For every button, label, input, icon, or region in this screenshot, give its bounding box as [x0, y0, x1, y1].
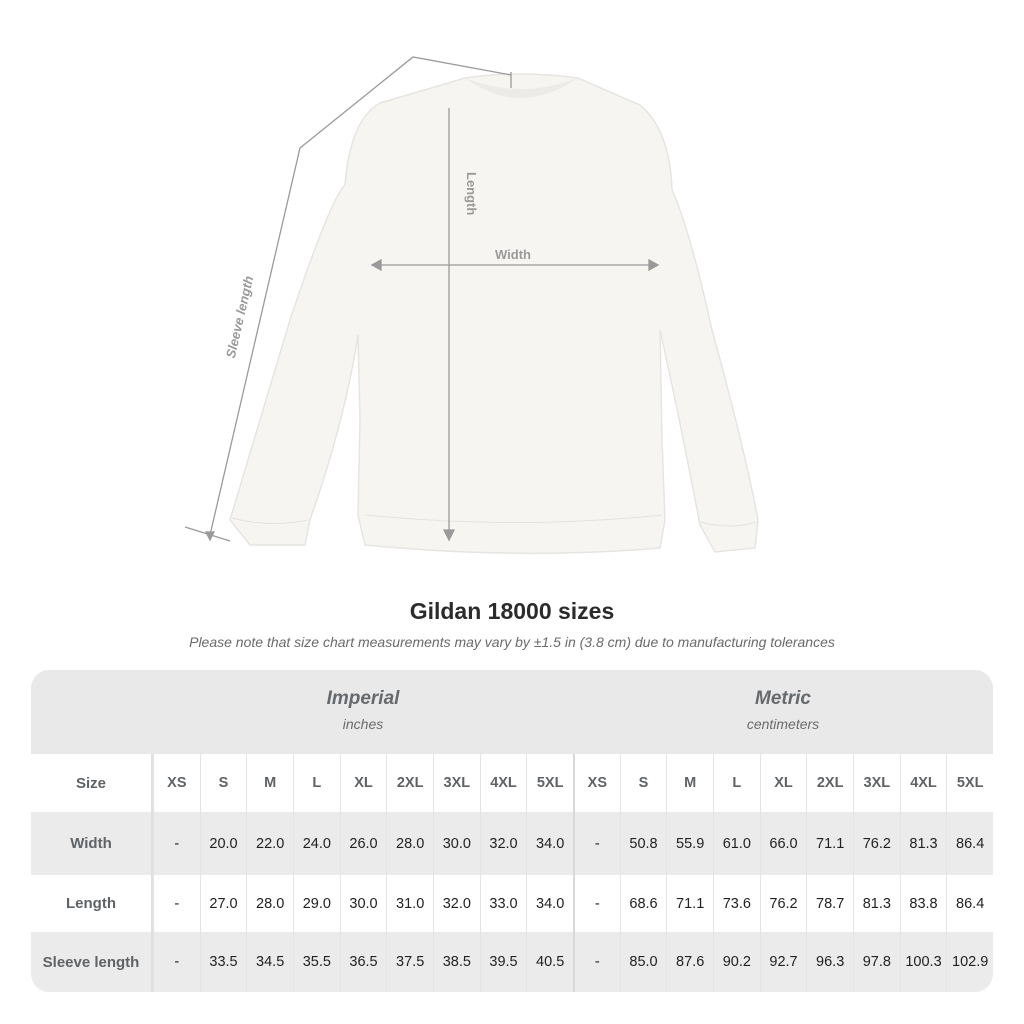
table-cell: 86.4	[946, 875, 993, 932]
size-column-header: 4XL	[899, 754, 947, 812]
table-cell: 39.5	[479, 932, 527, 992]
table-cell: 32.0	[479, 812, 527, 875]
size-column-header: XL	[759, 754, 807, 812]
sweatshirt-diagram: Length Width Sleeve length	[184, 56, 759, 555]
size-column-header: S	[199, 754, 247, 812]
sleeve-length-label: Sleeve length	[223, 274, 256, 359]
table-cell: 100.3	[899, 932, 947, 992]
size-column-header: S	[619, 754, 667, 812]
table-cell: 76.2	[853, 812, 900, 875]
size-column-header: 5XL	[946, 754, 993, 812]
table-cell: 68.6	[619, 875, 667, 932]
table-cell: 22.0	[246, 812, 293, 875]
table-cell: -	[153, 875, 200, 932]
size-column-header: M	[666, 754, 713, 812]
table-cell: 27.0	[199, 875, 247, 932]
table-cell: 31.0	[386, 875, 433, 932]
table-cell: 33.5	[199, 932, 247, 992]
table-cell: 71.1	[666, 875, 713, 932]
table-cell: 24.0	[293, 812, 340, 875]
metric-unit: centimeters	[746, 716, 820, 732]
table-cell: 40.5	[526, 932, 573, 992]
table-cell: -	[153, 812, 200, 875]
table-cell: 29.0	[293, 875, 340, 932]
table-cell: 34.0	[526, 875, 573, 932]
table-cell: 83.8	[899, 875, 947, 932]
row-label: Length	[31, 875, 153, 932]
table-cell: -	[153, 932, 200, 992]
size-column-header: M	[246, 754, 293, 812]
metric-header: Metric centimeters	[573, 688, 993, 732]
size-column-header: XS	[153, 754, 200, 812]
size-grid: Size XS S M L XL 2XL 3XL 4XL 5XL XS S M L XL 2XL 3XL 4XL 5…	[31, 754, 993, 992]
table-cell: 76.2	[759, 875, 807, 932]
table-cell: -	[573, 812, 620, 875]
table-cell: 78.7	[806, 875, 853, 932]
table-cell: 20.0	[199, 812, 247, 875]
table-cell: 36.5	[339, 932, 387, 992]
size-column-header: 5XL	[526, 754, 573, 812]
measurement-lines	[184, 56, 660, 542]
table-cell: 28.0	[246, 875, 293, 932]
table-cell: 30.0	[433, 812, 480, 875]
sweatshirt-image	[229, 73, 759, 555]
size-column-header: L	[713, 754, 760, 812]
length-label: Length	[464, 172, 479, 215]
table-cell: 32.0	[433, 875, 480, 932]
table-cell: 66.0	[759, 812, 807, 875]
table-cell: 50.8	[619, 812, 667, 875]
table-cell: 28.0	[386, 812, 433, 875]
table-cell: 33.0	[479, 875, 527, 932]
table-cell: 30.0	[339, 875, 387, 932]
table-cell: 37.5	[386, 932, 433, 992]
size-column-header: 2XL	[386, 754, 433, 812]
tolerance-note: Please note that size chart measurements…	[189, 634, 835, 650]
table-cell: 71.1	[806, 812, 853, 875]
table-cell: 26.0	[339, 812, 387, 875]
table-cell: 87.6	[666, 932, 713, 992]
page-title: Gildan 18000 sizes	[409, 598, 615, 624]
table-cell: 35.5	[293, 932, 340, 992]
size-column-header: 3XL	[433, 754, 480, 812]
imperial-unit: inches	[342, 716, 384, 732]
table-cell: 61.0	[713, 812, 760, 875]
size-header: Size	[31, 754, 153, 812]
row-label: Sleeve length	[31, 932, 153, 992]
table-cell: 96.3	[806, 932, 853, 992]
row-label: Width	[31, 812, 153, 875]
table-cell: 55.9	[666, 812, 713, 875]
table-cell: 97.8	[853, 932, 900, 992]
table-cell: 92.7	[759, 932, 807, 992]
width-label: Width	[495, 247, 531, 262]
table-cell: 38.5	[433, 932, 480, 992]
table-cell: 81.3	[899, 812, 947, 875]
table-cell: 34.5	[246, 932, 293, 992]
size-column-header: 2XL	[806, 754, 853, 812]
table-cell: 81.3	[853, 875, 900, 932]
size-column-header: 3XL	[853, 754, 900, 812]
table-header-band: Imperial inches Metric centimeters	[31, 670, 993, 754]
size-column-header: 4XL	[479, 754, 527, 812]
imperial-header: Imperial inches	[153, 688, 573, 732]
table-cell: 85.0	[619, 932, 667, 992]
metric-title: Metric	[755, 688, 811, 709]
size-column-header: XS	[573, 754, 620, 812]
table-cell: 90.2	[713, 932, 760, 992]
table-cell: -	[573, 932, 620, 992]
size-column-header: XL	[339, 754, 387, 812]
table-cell: -	[573, 875, 620, 932]
table-cell: 34.0	[526, 812, 573, 875]
size-column-header: L	[293, 754, 340, 812]
size-table: Imperial inches Metric centimeters Size X…	[31, 670, 993, 992]
table-cell: 73.6	[713, 875, 760, 932]
table-cell: 102.9	[946, 932, 993, 992]
imperial-title: Imperial	[326, 688, 400, 709]
table-cell: 86.4	[946, 812, 993, 875]
